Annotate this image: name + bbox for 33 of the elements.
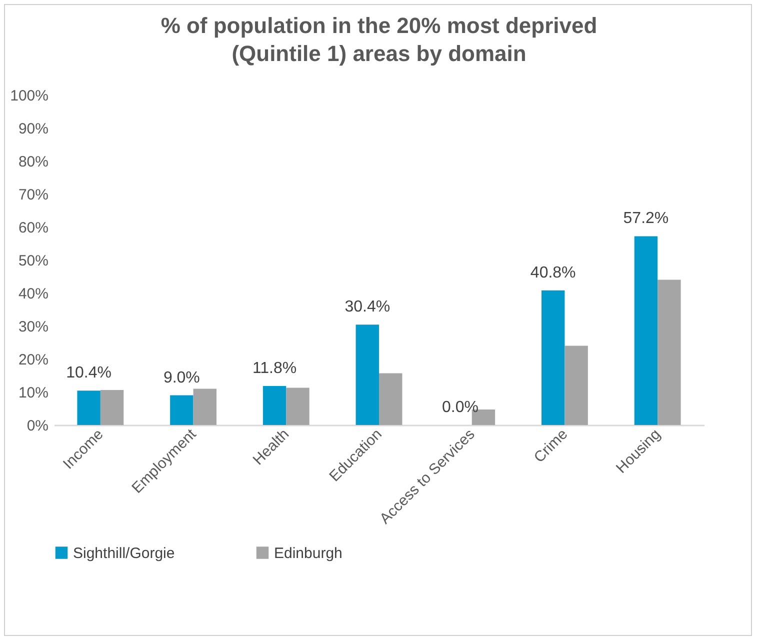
- y-tick-label: 90%: [18, 120, 48, 138]
- bar: [379, 373, 402, 425]
- y-tick-label: 50%: [18, 252, 48, 270]
- y-tick-label: 0%: [26, 418, 48, 434]
- bar: [100, 390, 124, 425]
- bar: [193, 388, 216, 425]
- y-tick-label: 40%: [18, 286, 48, 302]
- y-tick-label: 80%: [18, 154, 48, 170]
- bar: [262, 386, 286, 425]
- bar: [658, 280, 681, 425]
- data-label: 0.0%: [442, 399, 478, 416]
- y-tick-label: 30%: [18, 318, 48, 336]
- y-tick-label: 20%: [18, 352, 48, 368]
- data-label: 9.0%: [163, 369, 200, 386]
- data-label: 10.4%: [66, 364, 112, 382]
- y-tick-label: 10%: [18, 384, 48, 402]
- bar: [542, 290, 565, 425]
- data-label: 40.8%: [530, 264, 576, 282]
- y-tick-label: 60%: [18, 220, 48, 236]
- legend-label: Edinburgh: [274, 544, 342, 562]
- bar: [634, 236, 658, 425]
- data-label: 11.8%: [252, 360, 297, 378]
- data-label: 57.2%: [623, 210, 669, 228]
- y-tick-label: 70%: [18, 186, 48, 204]
- y-tick-label: 100%: [10, 88, 48, 104]
- bar: [170, 395, 194, 425]
- data-label: 30.4%: [344, 298, 390, 316]
- bar: [356, 324, 379, 425]
- bar: [77, 390, 100, 425]
- legend-label: Sighthill/Gorgie: [73, 544, 175, 562]
- bar: [564, 346, 588, 425]
- bar: [286, 388, 310, 425]
- chart-title: % of population in the 20% most deprived (Quintile 1) areas by domain: [160, 13, 598, 66]
